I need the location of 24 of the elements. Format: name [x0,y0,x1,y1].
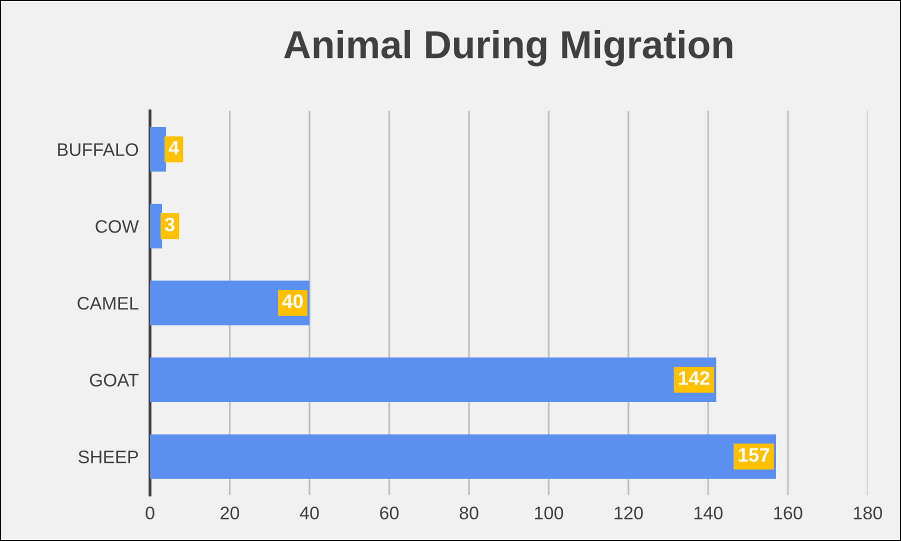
x-tick-label: 80 [460,506,478,520]
x-tick-label: 40 [300,506,319,520]
data-label: 4 [168,140,180,154]
data-label: 157 [738,448,770,462]
y-tick-label: COW [96,220,139,233]
x-tick-label: 60 [380,506,399,520]
y-tick-label: SHEEP [78,450,138,464]
x-tick-label: 180 [854,506,882,520]
y-tick-label: BUFFALO [58,143,138,156]
bar [150,280,310,326]
x-tick-label: 160 [774,506,802,520]
x-tick-label: 0 [146,506,154,520]
bar [150,358,716,402]
data-label: 3 [164,218,174,232]
y-tick-label: GOAT [90,374,138,386]
bar [150,434,776,479]
x-tick-label: 120 [614,506,643,520]
chart-title: Animal During Migration [284,30,732,66]
y-tick-label: CAMEL [78,296,138,310]
x-tick-label: 20 [220,506,240,520]
x-tick-label: 140 [694,506,723,520]
data-label: 142 [678,371,710,385]
data-label: 40 [282,294,303,308]
x-tick-label: 100 [535,506,564,520]
